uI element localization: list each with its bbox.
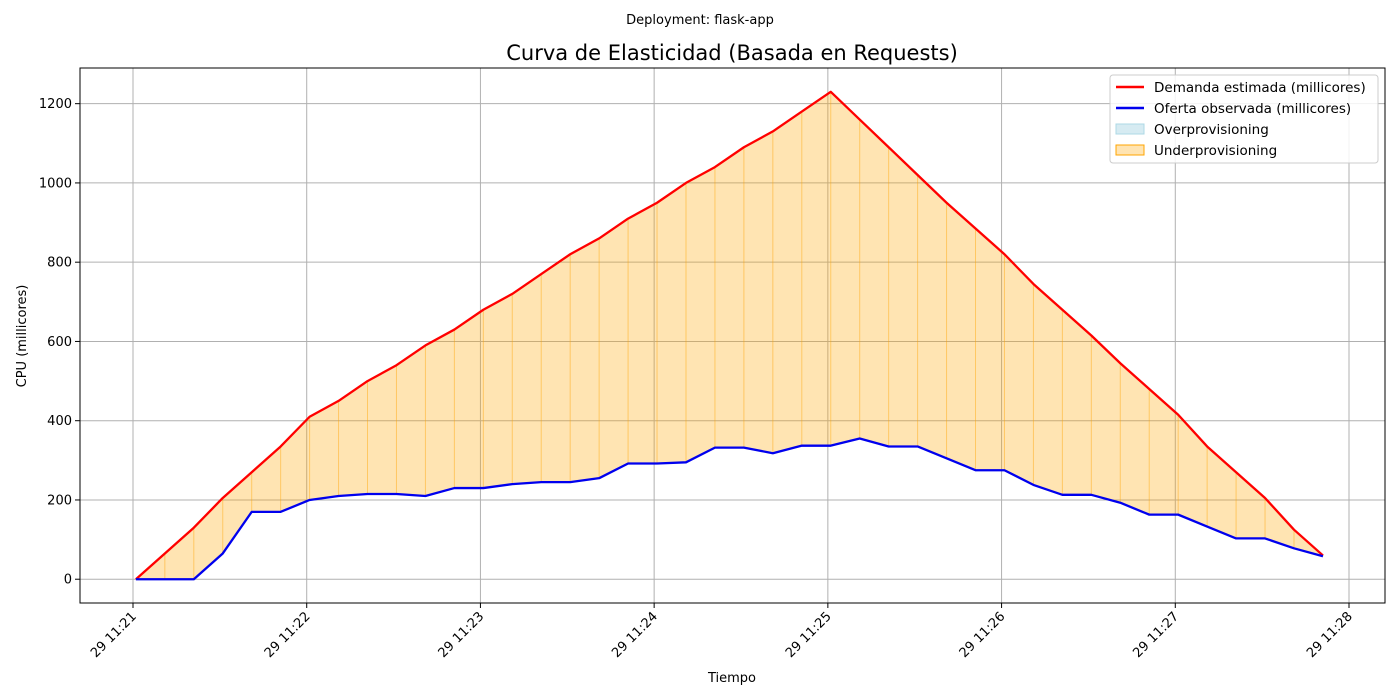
underprovisioning-area	[251, 446, 281, 512]
underprovisioning-area	[917, 175, 947, 459]
y-axis-ticks: 0 200 400 600 800 1000 1200	[39, 97, 80, 588]
x-axis-label: Tiempo	[707, 671, 756, 686]
underprovisioning-area	[714, 147, 744, 448]
underprovisioning-area	[1236, 472, 1266, 539]
underprovisioning-area	[888, 147, 918, 447]
fill-areas	[135, 91, 1324, 580]
underprovisioning-area	[772, 111, 802, 454]
underprovisioning-area	[1178, 414, 1208, 527]
underprovisioning-area	[685, 167, 715, 463]
y-tick-label: 400	[47, 414, 72, 429]
y-tick-label: 600	[47, 335, 72, 350]
underprovisioning-area	[1062, 309, 1092, 495]
legend-swatch-over	[1115, 123, 1145, 135]
underprovisioning-area	[1120, 363, 1150, 515]
underprovisioning-area	[1033, 283, 1063, 495]
series-lines	[135, 90, 1324, 581]
x-tick-label: 29 11:27	[1130, 609, 1182, 661]
x-tick-label: 29 11:22	[262, 609, 314, 661]
underprovisioning-area	[1091, 335, 1121, 503]
underprovisioning-area	[512, 274, 542, 485]
underprovisioning-area	[1207, 446, 1237, 539]
underprovisioning-area	[975, 228, 1005, 471]
legend-swatch-under	[1115, 144, 1145, 156]
underprovisioning-area	[367, 365, 397, 495]
underprovisioning-area	[483, 293, 513, 489]
underprovisioning-area	[396, 345, 426, 496]
underprovisioning-area	[1149, 389, 1179, 515]
y-tick-label: 0	[64, 573, 72, 588]
underprovisioning-area	[541, 254, 571, 483]
underprovisioning-area	[599, 218, 629, 479]
y-axis-label: CPU (millicores)	[15, 285, 30, 388]
underprovisioning-area	[859, 119, 889, 447]
grid-lines	[80, 68, 1385, 603]
chart-title: Curva de Elasticidad (Basada en Requests…	[506, 41, 958, 65]
legend-label-demand: Demanda estimada (millicores)	[1154, 80, 1366, 96]
legend-label-over: Overprovisioning	[1154, 122, 1269, 138]
underprovisioning-area	[1265, 497, 1294, 549]
y-tick-label: 800	[47, 256, 72, 271]
y-tick-label: 1200	[39, 97, 72, 112]
underprovisioning-area	[1004, 254, 1034, 485]
underprovisioning-area	[946, 202, 976, 471]
x-tick-label: 29 11:25	[783, 609, 835, 661]
underprovisioning-area	[830, 91, 860, 446]
underprovisioning-area	[338, 381, 368, 496]
demand-line	[135, 90, 1324, 581]
chart-suptitle: Deployment: flask-app	[626, 13, 774, 28]
x-tick-label: 29 11:23	[436, 609, 488, 661]
underprovisioning-area	[801, 91, 831, 446]
underprovisioning-area	[657, 182, 686, 464]
y-tick-label: 1000	[39, 176, 72, 191]
legend-label-supply: Oferta observada (millicores)	[1154, 101, 1351, 117]
underprovisioning-area	[309, 400, 339, 500]
underprovisioning-area	[425, 329, 455, 496]
legend: Demanda estimada (millicores) Oferta obs…	[1109, 74, 1379, 164]
underprovisioning-area	[743, 131, 773, 454]
x-tick-label: 29 11:24	[609, 609, 661, 661]
legend-label-under: Underprovisioning	[1154, 143, 1277, 159]
underprovisioning-area	[570, 238, 600, 483]
y-tick-label: 200	[47, 493, 72, 508]
x-axis-ticks: 29 11:21 29 11:22 29 11:23 29 11:24 29 11:25…	[88, 603, 1356, 661]
underprovisioning-area	[628, 202, 658, 464]
x-tick-label: 29 11:21	[88, 609, 140, 661]
supply-line	[135, 437, 1324, 581]
underprovisioning-area	[164, 527, 194, 580]
legend-box	[1109, 74, 1379, 164]
underprovisioning-area	[454, 309, 484, 489]
x-tick-label: 29 11:26	[957, 609, 1009, 661]
plot-frame	[79, 67, 1386, 604]
x-tick-label: 29 11:28	[1304, 609, 1356, 661]
